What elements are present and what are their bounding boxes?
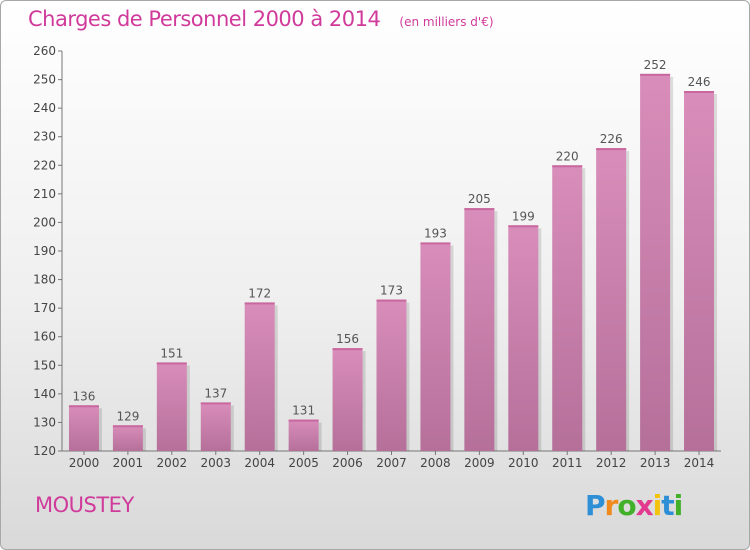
data-label: 199 — [512, 209, 535, 223]
x-tick-label: 2002 — [157, 456, 188, 470]
y-tick-label: 170 — [33, 301, 56, 315]
bar — [596, 148, 627, 451]
data-label: 129 — [116, 409, 139, 423]
x-tick-label: 2005 — [288, 456, 319, 470]
logo-letter: i — [673, 489, 684, 522]
logo-letter: i — [652, 489, 663, 522]
x-tick-label: 2014 — [684, 456, 715, 470]
x-tick-label: 2003 — [200, 456, 231, 470]
data-label: 220 — [556, 149, 579, 163]
data-label: 151 — [160, 346, 183, 360]
bar — [332, 348, 363, 451]
bar — [508, 225, 539, 451]
data-label: 131 — [292, 404, 315, 418]
data-label: 173 — [380, 284, 403, 298]
proxiti-logo[interactable]: Proxiti — [585, 489, 684, 522]
bar — [552, 165, 583, 452]
logo-letter: r — [604, 489, 619, 522]
bar — [464, 208, 495, 451]
y-tick-label: 200 — [33, 215, 56, 229]
chart-title: Charges de Personnel 2000 à 2014 — [28, 7, 381, 31]
y-tick-label: 130 — [33, 415, 56, 429]
bar — [640, 73, 671, 451]
data-label: 246 — [688, 75, 711, 89]
bar — [200, 402, 231, 451]
y-tick-label: 150 — [33, 358, 56, 372]
x-tick-label: 2013 — [640, 456, 671, 470]
y-tick-label: 240 — [33, 101, 56, 115]
x-tick-label: 2000 — [69, 456, 100, 470]
bar — [244, 302, 275, 451]
x-tick-label: 2010 — [508, 456, 539, 470]
bar-top — [112, 425, 143, 428]
bar-top — [68, 405, 99, 408]
title-row: Charges de Personnel 2000 à 2014 (en mil… — [28, 7, 494, 31]
data-label: 226 — [600, 132, 623, 146]
bar-top — [244, 302, 275, 305]
x-tick-label: 2006 — [332, 456, 363, 470]
data-label: 193 — [424, 226, 447, 240]
bar-top — [200, 402, 231, 405]
y-tick-label: 210 — [33, 187, 56, 201]
bar-top — [376, 299, 407, 302]
logo-letter: o — [617, 489, 636, 522]
bar — [420, 242, 451, 451]
bar — [376, 299, 407, 451]
y-tick-label: 190 — [33, 244, 56, 258]
bar-top — [156, 362, 187, 365]
data-label: 172 — [248, 286, 271, 300]
data-label: 137 — [204, 386, 227, 400]
data-label: 252 — [644, 58, 667, 72]
logo-letter: x — [635, 489, 654, 522]
y-tick-label: 140 — [33, 387, 56, 401]
x-tick-label: 2001 — [113, 456, 144, 470]
y-tick-label: 120 — [33, 444, 56, 458]
bar — [684, 91, 715, 451]
x-tick-label: 2007 — [376, 456, 407, 470]
y-tick-label: 250 — [33, 73, 56, 87]
x-tick-label: 2011 — [552, 456, 583, 470]
bar — [156, 362, 187, 451]
bar-top — [288, 419, 319, 422]
bar-top — [640, 73, 671, 76]
chart-subtitle: (en milliers d'€) — [399, 15, 494, 29]
x-tick-label: 2008 — [420, 456, 451, 470]
bar-top — [332, 348, 363, 351]
commune-name: MOUSTEY — [35, 493, 134, 517]
bar-top — [420, 242, 451, 245]
y-tick-label: 260 — [33, 44, 56, 58]
y-tick-label: 180 — [33, 273, 56, 287]
logo-letter: t — [661, 489, 674, 522]
bar — [288, 419, 319, 451]
bar — [112, 425, 143, 451]
x-tick-label: 2004 — [244, 456, 275, 470]
logo-letter: P — [585, 489, 606, 522]
x-tick-label: 2009 — [464, 456, 495, 470]
data-label: 136 — [73, 389, 96, 403]
y-tick-label: 220 — [33, 158, 56, 172]
data-label: 205 — [468, 192, 491, 206]
bar-top — [596, 148, 627, 151]
bar-top — [684, 91, 715, 93]
y-tick-label: 160 — [33, 330, 56, 344]
bar-top — [508, 225, 539, 228]
x-tick-label: 2012 — [596, 456, 627, 470]
bar-top — [464, 208, 495, 211]
bar-top — [552, 165, 583, 168]
y-tick-label: 230 — [33, 130, 56, 144]
data-label: 156 — [336, 332, 359, 346]
bar — [68, 405, 99, 451]
